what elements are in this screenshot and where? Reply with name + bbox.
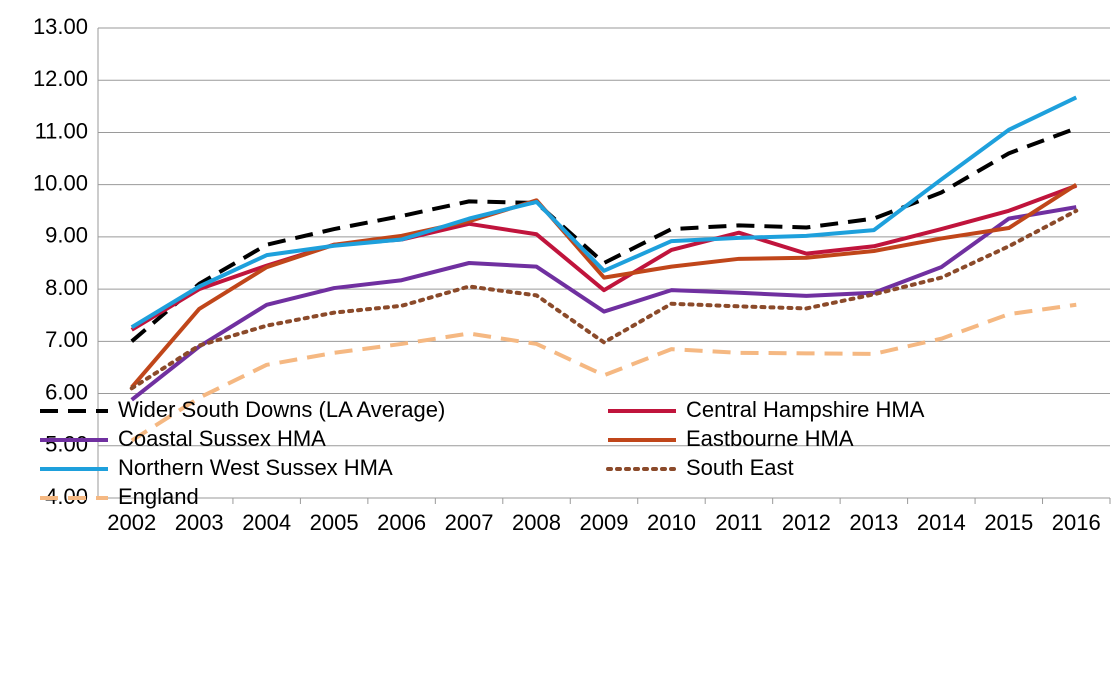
legend-label: Northern West Sussex HMA — [118, 455, 393, 480]
x-tick-label: 2014 — [917, 510, 966, 535]
x-tick-label: 2003 — [175, 510, 224, 535]
series-line — [130, 183, 1077, 332]
y-tick-label: 5.00 — [45, 432, 88, 457]
y-tick-label: 8.00 — [45, 275, 88, 300]
x-tick-label: 2008 — [512, 510, 561, 535]
legend-label: England — [118, 484, 199, 509]
legend-label: Eastbourne HMA — [686, 426, 854, 451]
y-tick-label: 11.00 — [35, 118, 88, 143]
legend-label: Wider South Downs (LA Average) — [118, 397, 445, 422]
series-line — [129, 208, 1079, 391]
x-tick-label: 2010 — [647, 510, 696, 535]
x-tick-label: 2012 — [782, 510, 831, 535]
x-tick-label: 2011 — [715, 510, 762, 535]
x-tick-label: 2007 — [445, 510, 494, 535]
x-tick-label: 2013 — [849, 510, 898, 535]
series-line — [130, 182, 1078, 389]
y-tick-label: 10.00 — [33, 170, 88, 195]
y-tick-label: 7.00 — [45, 327, 88, 352]
x-tick-label: 2016 — [1052, 510, 1101, 535]
x-tick-label: 2005 — [310, 510, 359, 535]
legend-label: Central Hampshire HMA — [686, 397, 925, 422]
x-tick-label: 2004 — [242, 510, 291, 535]
y-tick-label: 9.00 — [45, 223, 88, 248]
x-tick-label: 2006 — [377, 510, 426, 535]
x-tick-label: 2002 — [107, 510, 156, 535]
x-tick-label: 2009 — [580, 510, 629, 535]
series-line — [130, 205, 1077, 402]
y-tick-label: 13.00 — [33, 14, 88, 39]
y-tick-label: 6.00 — [45, 379, 88, 404]
series-line — [130, 95, 1078, 329]
x-tick-label: 2015 — [984, 510, 1033, 535]
legend-label: Coastal Sussex HMA — [118, 426, 326, 451]
y-tick-label: 12.00 — [33, 66, 88, 91]
legend-label: South East — [686, 455, 794, 480]
series-line — [130, 302, 1077, 443]
